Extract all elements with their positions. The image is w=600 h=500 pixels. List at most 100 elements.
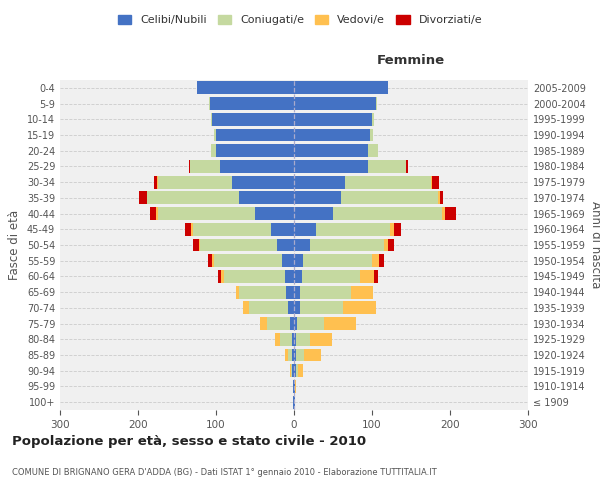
Bar [294, 97, 376, 110]
Bar [216, 128, 294, 141]
Bar [325, 317, 356, 330]
Bar [432, 176, 439, 188]
Bar [294, 192, 341, 204]
Bar [390, 223, 394, 235]
Bar [372, 113, 374, 126]
Bar [360, 270, 374, 283]
Bar [290, 317, 294, 330]
Bar [193, 223, 271, 235]
Bar [148, 192, 239, 204]
Bar [191, 223, 193, 235]
Bar [288, 348, 292, 362]
Bar [211, 144, 216, 157]
Bar [370, 128, 373, 141]
Bar [294, 364, 296, 377]
Bar [438, 192, 440, 204]
Bar [185, 223, 191, 235]
Bar [239, 192, 294, 204]
Bar [277, 238, 294, 252]
Bar [239, 286, 286, 298]
Bar [214, 254, 283, 267]
Bar [292, 333, 294, 345]
Bar [376, 97, 377, 110]
Bar [193, 238, 199, 252]
Bar [220, 160, 294, 173]
Bar [294, 113, 372, 126]
Bar [294, 160, 368, 173]
Bar [156, 207, 157, 220]
Bar [379, 254, 385, 267]
Bar [209, 97, 210, 110]
Bar [157, 207, 255, 220]
Bar [290, 364, 291, 377]
Bar [310, 238, 384, 252]
Bar [291, 364, 292, 377]
Bar [280, 333, 292, 345]
Bar [154, 176, 157, 188]
Bar [288, 302, 294, 314]
Text: Femmine: Femmine [377, 54, 445, 67]
Bar [151, 207, 156, 220]
Bar [300, 286, 351, 298]
Bar [302, 270, 360, 283]
Bar [294, 207, 333, 220]
Bar [294, 333, 296, 345]
Bar [294, 254, 304, 267]
Bar [344, 176, 431, 188]
Bar [351, 286, 373, 298]
Bar [260, 317, 266, 330]
Text: Popolazione per età, sesso e stato civile - 2010: Popolazione per età, sesso e stato civil… [12, 435, 366, 448]
Legend: Celibi/Nubili, Coniugati/e, Vedovi/e, Divorziati/e: Celibi/Nubili, Coniugati/e, Vedovi/e, Di… [113, 10, 487, 30]
Bar [394, 223, 401, 235]
Bar [255, 207, 294, 220]
Bar [294, 223, 316, 235]
Bar [374, 270, 378, 283]
Bar [310, 333, 332, 345]
Bar [296, 333, 310, 345]
Bar [368, 160, 406, 173]
Bar [294, 82, 388, 94]
Bar [224, 270, 284, 283]
Bar [384, 238, 388, 252]
Bar [188, 160, 190, 173]
Y-axis label: Anni di nascita: Anni di nascita [589, 202, 600, 288]
Y-axis label: Fasce di età: Fasce di età [8, 210, 21, 280]
Bar [294, 396, 295, 408]
Bar [271, 223, 294, 235]
Bar [146, 192, 148, 204]
Bar [221, 270, 224, 283]
Bar [284, 270, 294, 283]
Bar [284, 348, 288, 362]
Bar [214, 128, 216, 141]
Bar [199, 238, 200, 252]
Text: COMUNE DI BRIGNANO GERA D'ADDA (BG) - Dati ISTAT 1° gennaio 2010 - Elaborazione : COMUNE DI BRIGNANO GERA D'ADDA (BG) - Da… [12, 468, 437, 477]
Bar [368, 144, 378, 157]
Bar [445, 207, 456, 220]
Bar [372, 254, 379, 267]
Bar [296, 364, 298, 377]
Bar [249, 302, 288, 314]
Bar [232, 176, 294, 188]
Bar [197, 82, 294, 94]
Bar [200, 238, 277, 252]
Bar [294, 144, 368, 157]
Bar [294, 128, 370, 141]
Bar [341, 192, 438, 204]
Bar [242, 302, 249, 314]
Bar [286, 286, 294, 298]
Bar [406, 160, 408, 173]
Bar [431, 176, 432, 188]
Bar [294, 176, 344, 188]
Bar [298, 364, 304, 377]
Bar [235, 286, 239, 298]
Bar [442, 207, 445, 220]
Bar [304, 254, 372, 267]
Bar [440, 192, 443, 204]
Bar [190, 160, 220, 173]
Bar [297, 317, 325, 330]
Bar [216, 144, 294, 157]
Bar [283, 254, 294, 267]
Bar [296, 348, 304, 362]
Bar [218, 270, 221, 283]
Bar [294, 302, 300, 314]
